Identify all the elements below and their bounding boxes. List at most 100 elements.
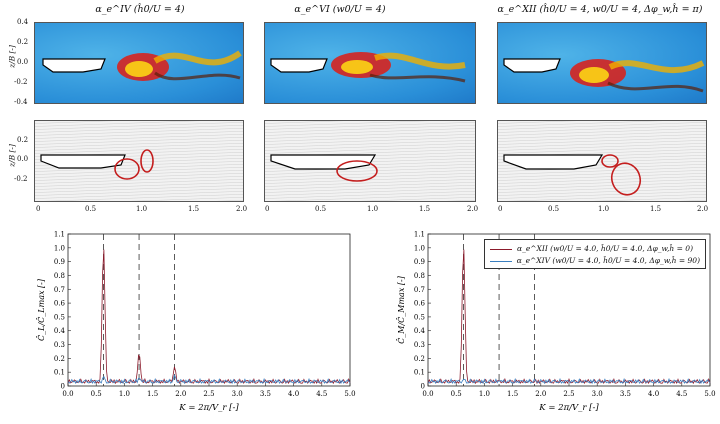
xtick-label: 4.0 xyxy=(648,390,659,398)
ytick: 0.2 xyxy=(17,136,29,144)
flow-xtick: 0.5 xyxy=(85,205,97,213)
series-line-2 xyxy=(427,377,711,385)
ytick: 0.0 xyxy=(17,155,29,163)
ytick-label: 1.1 xyxy=(414,231,425,239)
xtick-label: 0.5 xyxy=(91,390,102,398)
streamline-vortices-1 xyxy=(40,149,154,180)
vorticity-field-3 xyxy=(497,22,707,104)
flow-xtick: 1.5 xyxy=(419,205,431,213)
ytick-label: 0.2 xyxy=(54,355,65,363)
series-line-2 xyxy=(67,373,351,385)
ytick: 0.0 xyxy=(17,58,29,66)
ytick: -0.2 xyxy=(14,175,28,183)
xtick-label: 2.0 xyxy=(175,390,186,398)
ytick-label: 0.9 xyxy=(414,258,425,266)
xtick-label: 0.5 xyxy=(451,390,462,398)
vorticity-wake-2 xyxy=(270,52,466,83)
vorticity-wake-1 xyxy=(42,50,242,81)
flow-xtick: 0 xyxy=(498,205,503,213)
x-axis-label: K = 2π/V_r [-] xyxy=(538,403,599,413)
flow-xtick: 0 xyxy=(265,205,270,213)
ytick-label: 0 xyxy=(421,383,425,391)
ytick-label: 0.1 xyxy=(414,369,425,377)
chart-legend: α_e^XII (w0/U = 4.0, ĥ0/U = 4.0, Δφ_w,ĥ … xyxy=(484,239,706,269)
xtick-label: 1.0 xyxy=(119,390,130,398)
ytick-label: 0.9 xyxy=(54,258,65,266)
xtick-label: 2.5 xyxy=(563,390,574,398)
flow-xtick: 1.0 xyxy=(136,205,148,213)
y-axis-label: Ĉ_M/Ĉ_Mmax [-] xyxy=(397,275,406,344)
vorticity-wake-3 xyxy=(503,58,705,93)
legend-swatch-1 xyxy=(490,248,512,250)
ytick: -0.2 xyxy=(14,78,28,86)
streamline-field-3 xyxy=(497,120,707,202)
ytick: 0.4 xyxy=(17,18,29,26)
vorticity-field-2 xyxy=(264,22,476,104)
moment-spectrum-chart: 0 0.1 0.2 0.3 0.4 0.5 0.6 0.7 0.8 0.9 1.0 1.1 0.0 0.5… xyxy=(397,231,716,414)
flow-xtick: 0.5 xyxy=(315,205,327,213)
streamline-vortices-3 xyxy=(503,154,642,196)
lift-spectrum-chart: 0 0.1 0.2 0.3 0.4 0.5 0.6 0.7 0.8 0.9 1.0 1.1 0.0 0.5… xyxy=(37,231,356,414)
flow-xtick: 1.0 xyxy=(598,205,610,213)
xtick-label: 0.0 xyxy=(422,390,433,398)
flow-xtick: 1.5 xyxy=(650,205,662,213)
plot-frame xyxy=(67,233,351,387)
x-axis-label: K = 2π/V_r [-] xyxy=(178,403,239,413)
xtick-label: 3.5 xyxy=(620,390,631,398)
xtick-label: 0.0 xyxy=(62,390,73,398)
ytick: -0.4 xyxy=(14,98,28,106)
xtick-label: 1.5 xyxy=(507,390,518,398)
flow-ylabel-row1: z/B [-] xyxy=(7,45,17,68)
xtick-label: 3.5 xyxy=(260,390,271,398)
xtick-label: 3.0 xyxy=(232,390,243,398)
series-line-1 xyxy=(67,249,351,385)
xtick-label: 5.0 xyxy=(344,390,355,398)
ytick-label: 1.0 xyxy=(414,244,425,252)
ytick-label: 0.7 xyxy=(414,286,425,294)
ytick-label: 0.7 xyxy=(54,286,65,294)
panel-title-3: α_e^XII (ĥ0/U = 4, w0/U = 4, Δφ_w,ĥ = π) xyxy=(497,4,703,15)
ytick-label: 0.5 xyxy=(414,313,425,321)
ytick-label: 0.2 xyxy=(414,355,425,363)
xtick-label: 4.5 xyxy=(316,390,327,398)
streamline-field-2 xyxy=(264,120,476,202)
vorticity-field-1 xyxy=(34,22,244,104)
ytick-label: 0.1 xyxy=(54,369,65,377)
xtick-label: 1.5 xyxy=(147,390,158,398)
ytick-label: 0 xyxy=(61,383,65,391)
ytick-label: 0.6 xyxy=(414,300,426,308)
xtick-label: 4.0 xyxy=(288,390,299,398)
ytick-label: 0.8 xyxy=(414,272,425,280)
flow-xtick: 0.5 xyxy=(548,205,560,213)
flow-ylabel-row2: z/B [-] xyxy=(7,144,17,167)
y-axis-label: Ĉ_L/Ĉ_Lmax [-] xyxy=(37,278,46,341)
xtick-label: 2.0 xyxy=(535,390,546,398)
panel-title-1: α_e^IV (ĥ0/U = 4) xyxy=(95,4,185,15)
flow-xtick: 0 xyxy=(36,205,41,213)
legend-entry-1: α_e^XII (w0/U = 4.0, ĥ0/U = 4.0, Δφ_w,ĥ … xyxy=(490,243,700,255)
xtick-label: 1.0 xyxy=(479,390,490,398)
xtick-label: 2.5 xyxy=(203,390,214,398)
ytick: 0.2 xyxy=(17,38,29,46)
panel-title-2: α_e^VI (w0/U = 4) xyxy=(294,4,386,15)
xtick-label: 4.5 xyxy=(676,390,687,398)
ytick-label: 0.3 xyxy=(414,341,425,349)
streamline-vortices-2 xyxy=(270,154,378,182)
ytick-label: 0.3 xyxy=(54,341,65,349)
flow-xtick: 2.0 xyxy=(236,205,248,213)
flow-xtick: 1.5 xyxy=(188,205,200,213)
legend-label-1: α_e^XII (w0/U = 4.0, ĥ0/U = 4.0, Δφ_w,ĥ … xyxy=(517,244,694,253)
ytick-label: 1.1 xyxy=(54,231,65,239)
legend-label-2: α_e^XIV (w0/U = 4.0, ĥ0/U = 4.0, Δφ_w,ĥ … xyxy=(516,256,700,265)
ytick-label: 0.4 xyxy=(414,327,426,335)
flow-xtick: 1.0 xyxy=(367,205,379,213)
xtick-label: 3.0 xyxy=(592,390,603,398)
streamline-field-1 xyxy=(34,120,244,202)
ytick-label: 0.5 xyxy=(54,313,65,321)
ytick-label: 1.0 xyxy=(54,244,65,252)
xtick-label: 5.0 xyxy=(704,390,715,398)
flow-xtick: 2.0 xyxy=(467,205,479,213)
ytick-label: 0.6 xyxy=(54,300,66,308)
legend-entry-2: α_e^XIV (w0/U = 4.0, ĥ0/U = 4.0, Δφ_w,ĥ … xyxy=(490,255,700,267)
flow-xtick: 2.0 xyxy=(697,205,709,213)
